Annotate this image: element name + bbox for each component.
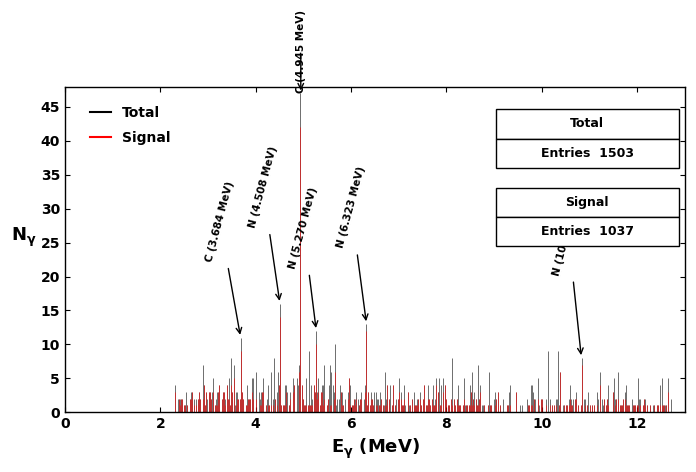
FancyBboxPatch shape — [496, 187, 679, 217]
Text: N (10.830 MeV): N (10.830 MeV) — [551, 186, 585, 354]
Text: Entries  1037: Entries 1037 — [541, 225, 634, 238]
X-axis label: $\mathbf{E_{\gamma}}$ (MeV): $\mathbf{E_{\gamma}}$ (MeV) — [331, 437, 420, 461]
Text: N (4.508 MeV): N (4.508 MeV) — [247, 145, 281, 299]
Y-axis label: $\mathbf{N_{\gamma}}$: $\mathbf{N_{\gamma}}$ — [11, 226, 37, 249]
FancyBboxPatch shape — [496, 110, 679, 139]
FancyBboxPatch shape — [496, 139, 679, 168]
Text: C (3.684 MeV): C (3.684 MeV) — [205, 180, 242, 333]
Text: Entries  1503: Entries 1503 — [541, 147, 634, 160]
FancyBboxPatch shape — [496, 217, 679, 246]
Text: Signal: Signal — [566, 196, 609, 209]
Text: N (6.323 MeV): N (6.323 MeV) — [335, 166, 368, 320]
Text: C (4.945 MeV): C (4.945 MeV) — [296, 10, 306, 93]
Text: N (5.270 MeV): N (5.270 MeV) — [287, 186, 319, 327]
Text: Total: Total — [570, 118, 604, 130]
Legend: Total, Signal: Total, Signal — [84, 100, 176, 150]
